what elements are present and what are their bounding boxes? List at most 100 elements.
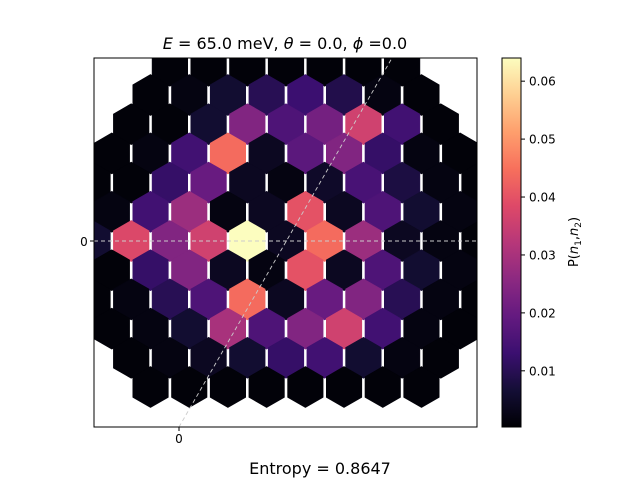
hex-cell — [461, 163, 477, 202]
hex-cell — [306, 161, 343, 204]
hex-cell — [403, 74, 440, 116]
hex-cell — [403, 190, 440, 233]
chart-title: E = 65.0 meV, θ = 0.0, ϕ =0.0 — [163, 34, 407, 53]
hex-cell — [306, 278, 343, 321]
hex-cell — [267, 161, 305, 204]
title-theta-value: = 0.0, — [294, 34, 353, 53]
hex-cell — [113, 336, 150, 379]
hex-cell — [229, 220, 266, 262]
hex-cell — [229, 278, 266, 321]
hex-cell — [325, 366, 363, 408]
hex-cell — [151, 220, 188, 262]
title-phi-symbol: ϕ — [353, 34, 364, 53]
hex-cell — [442, 249, 477, 292]
hex-cell — [171, 249, 208, 292]
colorbar-tick-label: 0.06 — [529, 75, 556, 89]
hex-cell — [229, 161, 266, 204]
colorbar: 0.01 0.02 0.03 0.04 0.05 0.06 P(n1,n2) — [501, 57, 584, 428]
colorbar-tick-label: 0.02 — [529, 306, 556, 320]
hex-cell — [190, 278, 227, 321]
hex-cell — [461, 221, 477, 261]
hex-cell — [248, 307, 285, 350]
hex-cell — [306, 58, 343, 87]
hex-cell — [422, 336, 459, 379]
hex-cell — [209, 307, 246, 350]
hex-cell — [442, 190, 477, 233]
hex-cell — [190, 58, 227, 87]
hex-cell — [209, 366, 246, 408]
entropy-label: Entropy = 0.8647 — [249, 459, 391, 478]
title-energy-symbol: E — [163, 34, 174, 53]
hex-cell — [151, 161, 188, 204]
colorbar-tick-label: 0.04 — [529, 191, 556, 205]
colorbar-tick-label: 0.05 — [529, 133, 556, 147]
hex-cell — [190, 103, 227, 146]
hex-cell — [287, 307, 324, 350]
hex-cell — [383, 278, 421, 321]
hex-cell — [248, 366, 285, 408]
hex-cell — [151, 336, 188, 379]
hex-cell — [306, 336, 343, 379]
hex-cell — [422, 161, 459, 204]
hex-cell — [36, 221, 72, 262]
hex-cell — [151, 278, 188, 321]
hex-cell — [364, 74, 401, 116]
hex-cell — [171, 190, 208, 233]
hex-cell — [132, 190, 169, 233]
hex-cell — [364, 190, 401, 233]
hex-cell — [403, 307, 440, 350]
hex-cell — [345, 336, 382, 379]
hex-cell — [248, 132, 285, 175]
hex-cell — [364, 366, 401, 408]
hex-cell — [209, 132, 246, 175]
hex-cell — [171, 366, 208, 408]
hex-cell — [209, 74, 246, 116]
hex-cell — [287, 132, 324, 175]
y-tick-label: 0 — [80, 235, 88, 249]
hex-cell — [403, 132, 440, 175]
hex-cell — [171, 74, 208, 116]
hex-cell — [113, 161, 150, 204]
hex-cell — [442, 307, 477, 350]
hex-cell — [55, 191, 91, 232]
hex-heatmap — [36, 58, 477, 427]
colorbar-tick-label: 0.03 — [529, 248, 556, 262]
hex-cell — [267, 103, 305, 146]
hex-cell — [267, 58, 305, 87]
title-theta-symbol: θ — [284, 34, 294, 53]
hex-cell — [364, 249, 401, 292]
hex-cell — [403, 249, 440, 292]
plot-frame — [93, 57, 478, 428]
hex-cell — [383, 161, 421, 204]
title-energy-value: = 65.0 meV, — [173, 34, 284, 53]
hex-cell — [132, 74, 169, 116]
hex-cell — [171, 132, 208, 175]
hex-cell — [442, 132, 477, 175]
hex-cell — [364, 307, 401, 350]
hex-cell — [229, 103, 266, 146]
hex-cell — [383, 58, 421, 87]
colorbar-tick-label: 0.01 — [529, 364, 556, 378]
hex-cell — [325, 132, 363, 175]
hex-cell — [345, 58, 382, 87]
hex-cell — [325, 190, 363, 233]
hex-cell — [325, 249, 363, 292]
hex-cell — [287, 190, 324, 233]
hex-cell — [132, 132, 169, 175]
hex-cell — [383, 103, 421, 146]
hex-cell — [364, 132, 401, 175]
hex-cell — [248, 74, 285, 116]
hex-cell — [383, 336, 421, 379]
x-tick-label: 0 — [175, 432, 183, 446]
hex-cell — [151, 103, 188, 146]
hex-cell — [190, 161, 227, 204]
hex-cell — [306, 103, 343, 146]
colorbar-gradient — [501, 57, 522, 428]
hex-cell — [267, 336, 305, 379]
hex-cell — [132, 307, 169, 350]
hex-cell — [287, 366, 324, 408]
hex-cell — [151, 58, 188, 87]
hex-cell — [171, 307, 208, 350]
hex-cell — [209, 249, 246, 292]
